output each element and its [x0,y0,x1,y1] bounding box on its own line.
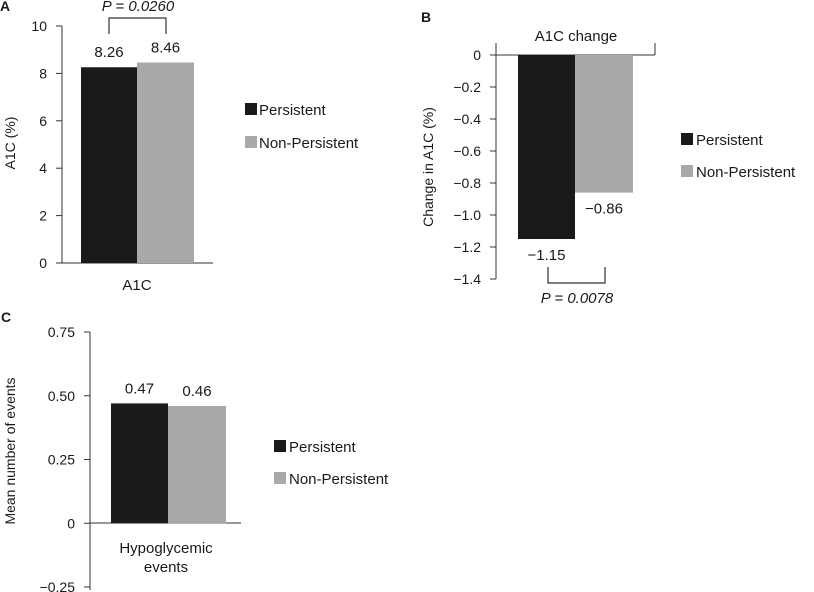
legend-label-persistent: Persistent [259,102,327,119]
panel-c-legend: Persistent Non-Persistent [274,439,389,488]
panel-a-ytick-label: 0 [39,255,47,271]
panel-a-significance-bracket [108,17,167,34]
panel-a-ytick-label: 8 [39,65,47,81]
panel-a: A A1C (%) 0 2 4 6 8 10 8.26 8.46 P = 0.0260 A… [0,0,359,294]
legend-swatch-non-persistent [274,472,286,484]
legend-swatch-persistent [245,103,257,115]
panel-b-yticks: 0 −0.2 −0.4 −0.6 −0.8 −1.0 −1.2 −1.4 [453,47,496,287]
panel-c-ytick-label: 0 [67,515,75,531]
panel-b-ytick-label: −0.2 [453,79,481,95]
panel-c-category-label-line-1: Hypoglycemic [119,540,213,557]
panel-c-ytick-label: 0.50 [48,388,75,404]
panel-a-legend: Persistent Non-Persistent [245,102,359,152]
legend-swatch-persistent [274,440,286,452]
panel-b-legend: Persistent Non-Persistent [681,132,796,181]
panel-a-ytick-label: 2 [39,208,47,224]
legend-label-non-persistent: Non-Persistent [696,164,796,181]
panel-a-ylabel: A1C (%) [2,117,18,170]
panel-a-p-value: P = 0.0260 [102,0,175,15]
panel-b-data-label-non-persistent: −0.86 [585,201,623,218]
panel-a-bar-non-persistent [137,62,194,263]
panel-c-ytick-label: −0.25 [40,579,76,592]
legend-label-persistent: Persistent [696,132,764,149]
panel-c-label: C [1,309,11,325]
panel-c-bar-persistent [111,403,168,524]
panel-c-bar-non-persistent [168,405,226,524]
panel-b-ytick-label: −1.2 [453,239,481,255]
panel-c-ytick-label: 0.25 [48,452,75,468]
panel-b-category-label: A1C change [535,28,618,45]
legend-label-non-persistent: Non-Persistent [259,135,359,152]
panel-b-data-label-persistent: −1.15 [528,247,566,264]
panel-b: B Change in A1C (%) 0 −0.2 −0.4 −0.6 −0.8 −1.… [420,9,796,307]
legend-swatch-non-persistent [681,165,693,177]
panel-b-ytick-label: −0.4 [453,111,481,127]
panel-a-category-label: A1C [122,277,151,294]
panel-b-p-value: P = 0.0078 [541,290,614,307]
panel-c-data-label-persistent: 0.47 [125,380,154,397]
panel-b-ylabel: Change in A1C (%) [420,107,436,227]
panel-b-significance-bracket [547,267,606,284]
panel-a-label: A [0,0,10,14]
panel-a-bar-persistent [81,67,137,263]
panel-b-ytick-label: −1.4 [453,271,481,287]
panel-c-ytick-label: 0.75 [48,324,75,340]
panel-a-ytick-label: 6 [39,113,47,129]
panel-a-ytick-label: 4 [39,160,47,176]
panel-a-yticks: 0 2 4 6 8 10 [31,18,62,271]
panel-a-bars [81,62,194,263]
panel-c-data-label-non-persistent: 0.46 [182,383,211,400]
panel-c-category-label-line-2: events [144,559,188,576]
panel-c: C Mean number of events 0.75 0.50 0.25 0 −0.… [1,309,389,592]
panel-b-bar-non-persistent [575,55,633,193]
panel-c-bars [111,403,226,524]
panel-b-bars [518,55,633,239]
panel-b-ytick-label: 0 [473,47,481,63]
panel-c-ylabel: Mean number of events [2,377,18,524]
panel-b-ytick-label: −1.0 [453,207,481,223]
panel-b-label: B [421,9,431,25]
legend-swatch-persistent [681,133,693,145]
panel-a-ytick-label: 10 [31,18,47,34]
legend-label-non-persistent: Non-Persistent [289,471,389,488]
legend-swatch-non-persistent [245,136,257,148]
panel-c-yticks: 0.75 0.50 0.25 0 −0.25 [40,324,90,592]
panel-b-ytick-label: −0.6 [453,143,481,159]
panel-b-bar-persistent [518,55,575,239]
panel-a-data-label-persistent: 8.26 [94,44,123,61]
panel-a-data-label-non-persistent: 8.46 [151,39,180,56]
panel-b-ytick-label: −0.8 [453,175,481,191]
legend-label-persistent: Persistent [289,439,357,456]
